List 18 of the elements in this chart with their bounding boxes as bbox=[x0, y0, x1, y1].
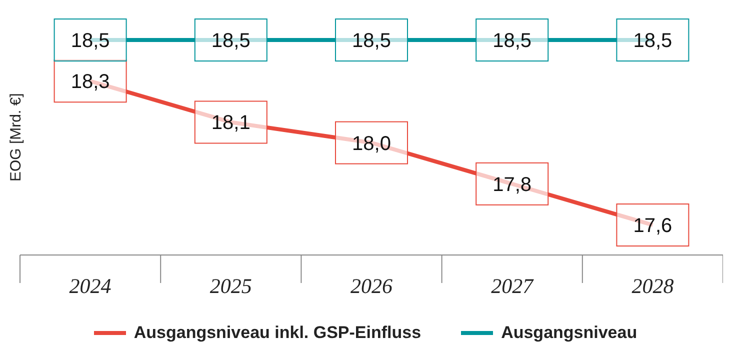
data-label: 18,1 bbox=[211, 112, 250, 134]
data-label: 18,5 bbox=[70, 30, 110, 52]
data-label: 18,5 bbox=[352, 30, 391, 52]
data-label: 17,6 bbox=[633, 215, 672, 237]
x-tick-label: 2027 bbox=[491, 274, 535, 298]
data-label: 18,0 bbox=[352, 132, 391, 155]
data-label: 17,8 bbox=[492, 174, 532, 196]
data-label: 18,5 bbox=[633, 30, 672, 52]
legend-label: Ausgangsniveau bbox=[500, 323, 638, 343]
y-axis-title: EOG [Mrd. €] bbox=[7, 93, 24, 182]
legend-label: Ausgangsniveau inkl. GSP-Einfluss bbox=[132, 323, 422, 343]
data-label: 18,3 bbox=[70, 71, 110, 94]
data-label: 18,5 bbox=[492, 30, 532, 52]
x-tick-label: 2026 bbox=[350, 274, 393, 298]
x-tick-label: 2025 bbox=[210, 274, 252, 298]
x-tick-label: 2024 bbox=[69, 274, 112, 298]
data-label: 18,5 bbox=[211, 30, 250, 52]
x-tick-label: 2028 bbox=[632, 274, 674, 298]
